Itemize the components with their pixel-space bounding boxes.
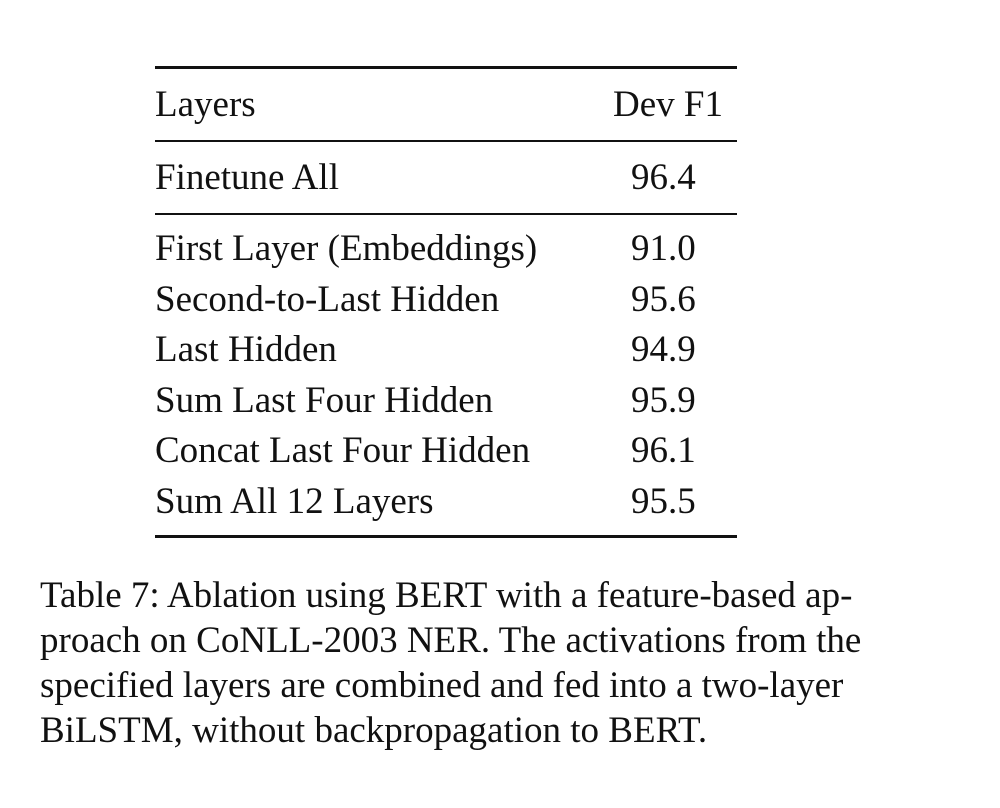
table-row: Concat Last Four Hidden 96.1 bbox=[155, 426, 737, 477]
table-row: Second-to-Last Hidden 95.6 bbox=[155, 275, 737, 326]
table-row: Sum All 12 Layers 95.5 bbox=[155, 477, 737, 528]
table-feature-group: First Layer (Embeddings) 91.0 Second-to-… bbox=[155, 215, 737, 535]
table-row-finetune: Finetune All 96.4 bbox=[155, 142, 737, 213]
caption-line: Table 7: Ablation using BERT with a feat… bbox=[40, 575, 853, 616]
row-layer-name: Second-to-Last Hidden bbox=[155, 278, 500, 320]
row-layer-name: Sum Last Four Hidden bbox=[155, 379, 494, 421]
row-dev-f1: 95.6 bbox=[631, 278, 696, 320]
caption-line: proach on CoNLL-2003 NER. The activation… bbox=[40, 620, 862, 661]
caption-line: BiLSTM, without backpropagation to BERT. bbox=[40, 710, 708, 751]
header-dev-f1: Dev F1 bbox=[613, 84, 723, 125]
table-row: Sum Last Four Hidden 95.9 bbox=[155, 376, 737, 427]
row-dev-f1: 96.1 bbox=[631, 430, 696, 471]
row-dev-f1: 95.5 bbox=[631, 480, 696, 522]
row-dev-f1: 94.9 bbox=[631, 329, 696, 370]
row-dev-f1: 95.9 bbox=[631, 379, 696, 421]
row-layer-name: Last Hidden bbox=[155, 329, 337, 370]
table-group-rule bbox=[155, 213, 737, 215]
row-dev-f1: 96.4 bbox=[631, 157, 696, 198]
table-caption: Table 7: Ablation using BERT with a feat… bbox=[40, 573, 870, 753]
table-bottom-rule bbox=[155, 535, 737, 538]
table-header-row: Layers Dev F1 bbox=[155, 69, 737, 140]
caption-line: specified layers are combined and fed in… bbox=[40, 665, 844, 706]
row-layer-name: Sum All 12 Layers bbox=[155, 480, 434, 522]
row-dev-f1: 91.0 bbox=[631, 228, 696, 269]
table-row: First Layer (Embeddings) 91.0 bbox=[155, 224, 737, 275]
header-layers: Layers bbox=[155, 84, 256, 125]
row-layer-name: Finetune All bbox=[155, 157, 339, 198]
table-header-rule bbox=[155, 140, 737, 142]
table-top-rule bbox=[155, 66, 737, 69]
row-layer-name: Concat Last Four Hidden bbox=[155, 430, 531, 471]
row-layer-name: First Layer (Embeddings) bbox=[155, 228, 538, 269]
results-table: Layers Dev F1 Finetune All 96.4 First La… bbox=[155, 66, 737, 538]
table-row: Last Hidden 94.9 bbox=[155, 325, 737, 376]
